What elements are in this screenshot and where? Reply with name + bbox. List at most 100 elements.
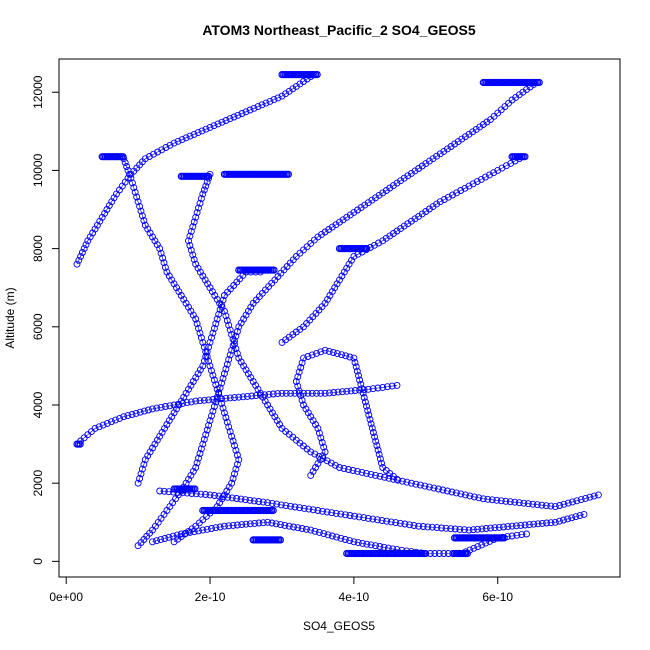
data-point <box>341 511 349 519</box>
data-point <box>250 497 258 505</box>
x-tick-label: 6e-10 <box>482 590 513 604</box>
data-point <box>170 409 178 417</box>
data-point <box>173 284 180 292</box>
data-point <box>213 395 221 403</box>
data-point <box>328 509 336 517</box>
data-point <box>223 317 231 324</box>
data-point <box>248 392 256 400</box>
data-point <box>331 461 339 469</box>
data-point <box>476 123 484 131</box>
data-point <box>218 301 225 309</box>
data-point <box>246 520 254 528</box>
data-point <box>215 310 223 318</box>
data-point <box>165 417 173 425</box>
data-point <box>243 392 251 400</box>
data-point <box>333 533 341 541</box>
data-point <box>436 198 444 206</box>
data-point <box>252 381 260 389</box>
data-point <box>348 256 355 264</box>
data-point <box>215 492 223 500</box>
data-point <box>192 315 200 323</box>
data-point <box>190 218 198 226</box>
data-point <box>560 500 568 508</box>
data-point <box>346 512 354 519</box>
data-point <box>225 483 233 491</box>
data-point <box>327 459 335 467</box>
data-point <box>273 417 281 425</box>
data-point <box>226 115 234 123</box>
data-point <box>247 303 255 311</box>
data-point <box>538 519 546 527</box>
data-point <box>277 501 285 509</box>
data-point <box>386 232 394 240</box>
data-point <box>424 523 432 531</box>
data-point <box>242 108 250 116</box>
data-point <box>262 99 270 107</box>
data-point <box>208 412 215 420</box>
data-point <box>343 264 351 272</box>
data-point <box>197 334 205 342</box>
data-point <box>240 362 248 370</box>
series-line <box>76 385 398 445</box>
data-point <box>429 155 437 163</box>
data-point <box>199 526 207 534</box>
data-point <box>244 307 252 315</box>
data-point <box>242 311 250 319</box>
data-point <box>473 178 481 186</box>
data-point <box>479 495 487 503</box>
data-point <box>252 392 260 400</box>
data-point <box>136 202 144 210</box>
data-point <box>314 233 322 241</box>
data-point <box>107 418 115 426</box>
data-point <box>149 444 156 452</box>
data-point <box>294 524 302 532</box>
data-point <box>269 506 277 515</box>
data-point <box>77 252 85 260</box>
data-point <box>228 479 236 487</box>
data-point <box>345 260 353 268</box>
data-point <box>321 299 329 307</box>
data-point <box>96 217 104 225</box>
data-point <box>297 392 305 400</box>
data-point <box>444 193 452 201</box>
data-point <box>372 471 379 479</box>
data-point <box>360 394 368 401</box>
data-point <box>149 233 156 241</box>
data-point <box>140 217 148 224</box>
data-point <box>210 403 218 410</box>
data-point <box>421 482 429 490</box>
data-point <box>242 366 250 374</box>
data-point <box>141 456 149 464</box>
data-point <box>421 549 429 558</box>
data-point <box>360 514 368 522</box>
data-point <box>304 389 312 397</box>
data-point <box>144 225 152 233</box>
data-point <box>156 432 164 440</box>
data-point <box>319 507 326 515</box>
data-point <box>379 189 387 197</box>
data-point <box>91 225 99 233</box>
data-point <box>168 413 176 421</box>
data-point <box>99 421 107 429</box>
data-point <box>407 217 415 225</box>
data-point <box>569 498 576 506</box>
data-point <box>385 474 393 482</box>
data-point <box>425 483 433 491</box>
data-point <box>199 440 207 448</box>
data-point <box>474 543 482 551</box>
data-point <box>289 85 297 93</box>
data-point <box>379 383 387 391</box>
data-point <box>285 87 293 95</box>
data-point <box>165 533 173 541</box>
data-point <box>225 522 233 530</box>
data-point <box>309 467 317 475</box>
data-point <box>161 403 169 410</box>
plot-frame <box>58 58 621 578</box>
data-point <box>231 394 238 402</box>
data-point <box>208 334 215 342</box>
data-point <box>359 539 366 547</box>
data-point <box>340 465 348 472</box>
data-point <box>349 467 357 474</box>
data-point <box>141 155 149 163</box>
data-point <box>388 382 396 390</box>
